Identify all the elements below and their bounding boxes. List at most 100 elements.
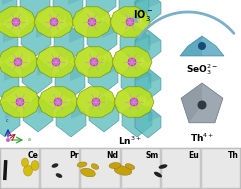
Polygon shape xyxy=(38,96,53,114)
Polygon shape xyxy=(135,106,161,138)
Bar xyxy=(0,148,241,189)
Polygon shape xyxy=(148,106,161,122)
Polygon shape xyxy=(181,83,202,123)
Circle shape xyxy=(88,18,96,26)
Ellipse shape xyxy=(31,160,39,170)
Polygon shape xyxy=(135,25,150,43)
Polygon shape xyxy=(76,87,116,117)
Polygon shape xyxy=(62,15,66,26)
Polygon shape xyxy=(69,25,84,43)
Polygon shape xyxy=(2,0,17,5)
Polygon shape xyxy=(86,0,116,18)
Polygon shape xyxy=(122,101,152,137)
Ellipse shape xyxy=(56,173,62,178)
Circle shape xyxy=(198,101,207,109)
Ellipse shape xyxy=(81,168,95,177)
Text: Th: Th xyxy=(228,151,239,160)
Circle shape xyxy=(50,18,58,26)
Polygon shape xyxy=(53,0,83,23)
Polygon shape xyxy=(100,15,104,26)
Polygon shape xyxy=(3,25,18,43)
Polygon shape xyxy=(135,0,161,24)
Circle shape xyxy=(12,18,20,26)
Polygon shape xyxy=(0,87,40,117)
Polygon shape xyxy=(0,25,18,61)
Ellipse shape xyxy=(77,162,87,167)
Polygon shape xyxy=(89,96,119,132)
Polygon shape xyxy=(88,58,118,94)
Circle shape xyxy=(126,18,134,26)
Text: Eu: Eu xyxy=(188,151,199,160)
Polygon shape xyxy=(4,63,19,81)
Ellipse shape xyxy=(91,164,99,169)
Circle shape xyxy=(92,98,100,106)
Polygon shape xyxy=(104,96,119,114)
Circle shape xyxy=(52,58,60,66)
Polygon shape xyxy=(21,20,51,56)
Polygon shape xyxy=(114,87,154,117)
Circle shape xyxy=(130,98,138,106)
Polygon shape xyxy=(56,101,86,137)
Polygon shape xyxy=(136,63,151,81)
Text: IO$_3^-$: IO$_3^-$ xyxy=(133,8,153,23)
Polygon shape xyxy=(148,30,161,46)
Circle shape xyxy=(90,58,98,66)
Polygon shape xyxy=(121,63,151,99)
Polygon shape xyxy=(70,63,85,81)
Polygon shape xyxy=(74,47,114,77)
Bar xyxy=(1,149,39,188)
Polygon shape xyxy=(38,87,78,117)
Polygon shape xyxy=(0,7,36,37)
Polygon shape xyxy=(102,55,106,67)
Circle shape xyxy=(14,58,22,66)
Polygon shape xyxy=(66,95,70,106)
Text: Th$^{4+}$: Th$^{4+}$ xyxy=(190,132,214,144)
Polygon shape xyxy=(0,0,17,23)
Polygon shape xyxy=(104,95,108,106)
Circle shape xyxy=(198,42,206,50)
Polygon shape xyxy=(0,47,38,77)
Polygon shape xyxy=(119,0,149,23)
Text: SeO$_3^{2-}$: SeO$_3^{2-}$ xyxy=(186,62,218,77)
Polygon shape xyxy=(134,0,149,5)
Polygon shape xyxy=(20,0,50,18)
Polygon shape xyxy=(36,20,51,38)
Polygon shape xyxy=(22,58,52,94)
Polygon shape xyxy=(34,7,74,37)
Ellipse shape xyxy=(114,166,132,175)
Bar xyxy=(81,149,120,188)
Polygon shape xyxy=(72,7,112,37)
Text: Ln$^{3+}$: Ln$^{3+}$ xyxy=(118,135,142,147)
Bar xyxy=(3,160,7,180)
Ellipse shape xyxy=(52,163,58,168)
Polygon shape xyxy=(5,101,20,119)
Polygon shape xyxy=(0,101,20,137)
Text: Nd: Nd xyxy=(107,151,119,160)
Bar xyxy=(121,149,160,188)
Polygon shape xyxy=(55,63,85,99)
Polygon shape xyxy=(28,95,32,106)
Ellipse shape xyxy=(24,165,33,176)
Polygon shape xyxy=(24,15,28,26)
Bar xyxy=(41,149,79,188)
Polygon shape xyxy=(71,101,86,119)
Polygon shape xyxy=(54,25,84,61)
Bar xyxy=(202,149,240,188)
Polygon shape xyxy=(37,58,52,76)
Polygon shape xyxy=(68,0,83,5)
Polygon shape xyxy=(110,7,150,37)
Text: Sm: Sm xyxy=(145,151,159,160)
Ellipse shape xyxy=(109,163,121,169)
Text: a: a xyxy=(28,137,31,142)
Polygon shape xyxy=(142,95,146,106)
Text: Ce: Ce xyxy=(27,151,38,160)
Polygon shape xyxy=(112,47,152,77)
Circle shape xyxy=(16,98,24,106)
Circle shape xyxy=(128,58,136,66)
Polygon shape xyxy=(180,36,224,56)
Polygon shape xyxy=(102,20,117,38)
Polygon shape xyxy=(135,30,161,62)
Polygon shape xyxy=(135,68,161,100)
Polygon shape xyxy=(137,101,152,119)
Polygon shape xyxy=(140,55,144,67)
